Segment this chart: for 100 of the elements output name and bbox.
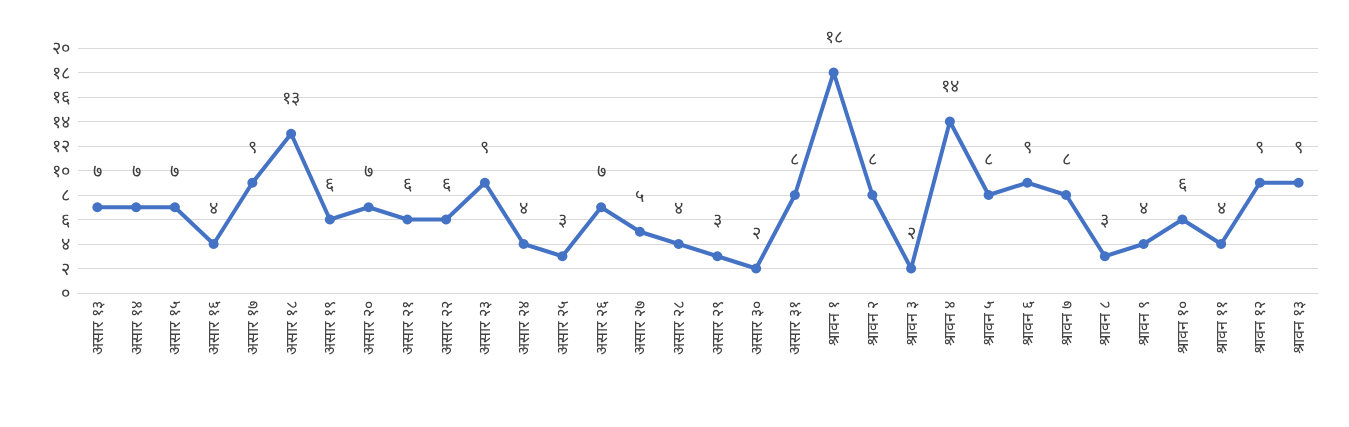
x-tick-label: श्रावन ४	[941, 301, 959, 347]
x-tick-label: श्रावन ६	[1018, 301, 1036, 347]
point	[634, 226, 645, 237]
data-label: ४	[674, 198, 684, 218]
point	[518, 239, 529, 249]
y-tick-label: ८	[61, 185, 70, 205]
data-label: ८	[1061, 149, 1071, 169]
x-tick-label: श्रावन ५	[980, 301, 998, 347]
data-label: ७	[131, 161, 141, 182]
x-tick-label: श्रावन २	[863, 301, 881, 347]
point	[983, 190, 994, 200]
data-label: ४	[1216, 198, 1226, 218]
point	[286, 128, 297, 139]
point	[1099, 251, 1110, 262]
y-tick-label: ४	[61, 234, 70, 254]
data-label: ७	[92, 161, 102, 182]
point	[557, 251, 568, 262]
point	[789, 190, 800, 200]
x-tick-label: श्रावन १२	[1251, 301, 1269, 355]
y-tick-label: १८	[52, 62, 70, 83]
data-label: ४	[209, 198, 219, 218]
x-tick-label: श्रावन ११	[1212, 301, 1230, 355]
data-label: ३	[557, 210, 567, 231]
x-tick-label: असार १५	[166, 301, 184, 356]
x-tick-label: श्रावन ३	[902, 301, 920, 347]
data-label: २	[906, 222, 916, 243]
y-tick-label: २	[61, 258, 70, 279]
x-tick-label: असार २८	[670, 301, 688, 356]
point	[402, 214, 413, 225]
x-tick-label: असार २७	[631, 301, 649, 356]
y-tick-label: १२	[52, 136, 70, 156]
data-label: ९	[1022, 136, 1032, 157]
x-tick-label: श्रावन ८	[1096, 301, 1114, 347]
x-tick-label: असार १८	[282, 301, 300, 356]
data-label: ४	[519, 198, 529, 218]
point	[1061, 190, 1072, 200]
data-label: ९	[480, 136, 490, 157]
data-label: ३	[712, 210, 722, 231]
data-label: १८	[824, 26, 843, 47]
data-label: ६	[402, 173, 412, 194]
x-tick-label: असार २४	[515, 301, 533, 356]
data-label: १३	[282, 87, 301, 108]
point	[1138, 239, 1149, 249]
x-tick-label: असार २५	[553, 301, 571, 356]
x-tick-label: असार २२	[437, 301, 455, 356]
point	[944, 116, 955, 127]
point	[169, 202, 180, 213]
x-tick-label: श्रावन ९	[1135, 301, 1153, 347]
point	[1293, 177, 1304, 188]
point	[441, 214, 452, 225]
y-tick-label: १६	[52, 87, 70, 107]
point	[751, 263, 762, 274]
x-tick-label: असार २६	[592, 301, 610, 356]
x-tick-label: असार २०	[360, 301, 378, 356]
data-label: ८	[790, 149, 800, 169]
data-label: ७	[364, 161, 374, 182]
x-tick-label: श्रावन १३	[1290, 301, 1308, 355]
y-tick-label: १४	[52, 111, 70, 132]
point	[208, 239, 219, 249]
y-tick-label: ०	[61, 283, 70, 303]
point	[1022, 177, 1033, 188]
point	[712, 251, 723, 262]
x-tick-label: असार २३	[476, 301, 494, 356]
data-label: ७	[596, 161, 606, 182]
point	[1177, 214, 1188, 225]
data-label: ३	[1100, 210, 1110, 231]
x-tick-label: असार १९	[321, 301, 339, 356]
data-label: ८	[984, 149, 994, 169]
point	[479, 177, 490, 188]
data-label: ९	[1255, 136, 1265, 157]
x-tick-label: असार २१	[398, 301, 416, 356]
data-label: ९	[247, 136, 257, 157]
point	[363, 202, 374, 213]
data-label: ४	[1139, 198, 1149, 218]
x-tick-label: असार ३१	[786, 301, 804, 356]
data-label: ५	[635, 185, 645, 206]
x-tick-label: असार १३	[88, 301, 106, 356]
point	[131, 202, 142, 213]
point	[324, 214, 335, 225]
point	[828, 67, 839, 78]
x-tick-label: असार ३०	[747, 301, 765, 356]
x-tick-label: श्रावन १०	[1173, 301, 1191, 355]
data-label: १४	[940, 75, 959, 96]
y-tick-label: ६	[61, 209, 70, 230]
x-tick-label: श्रावन १	[825, 301, 843, 347]
point	[867, 190, 878, 200]
x-tick-label: असार १७	[243, 301, 261, 356]
data-label: ६	[441, 173, 451, 194]
y-tick-label: १०	[52, 160, 70, 181]
data-label: ७	[170, 161, 180, 182]
x-tick-label: असार १६	[205, 301, 223, 356]
data-label: ६	[325, 173, 335, 194]
y-tick-label: २०	[52, 38, 70, 58]
point	[906, 263, 917, 274]
x-tick-label: असार २९	[708, 301, 726, 356]
point	[596, 202, 607, 213]
data-label: ९	[1294, 136, 1304, 157]
x-tick-label: असार १४	[127, 301, 145, 356]
point	[247, 177, 258, 188]
x-tick-label: श्रावन ७	[1057, 301, 1075, 347]
